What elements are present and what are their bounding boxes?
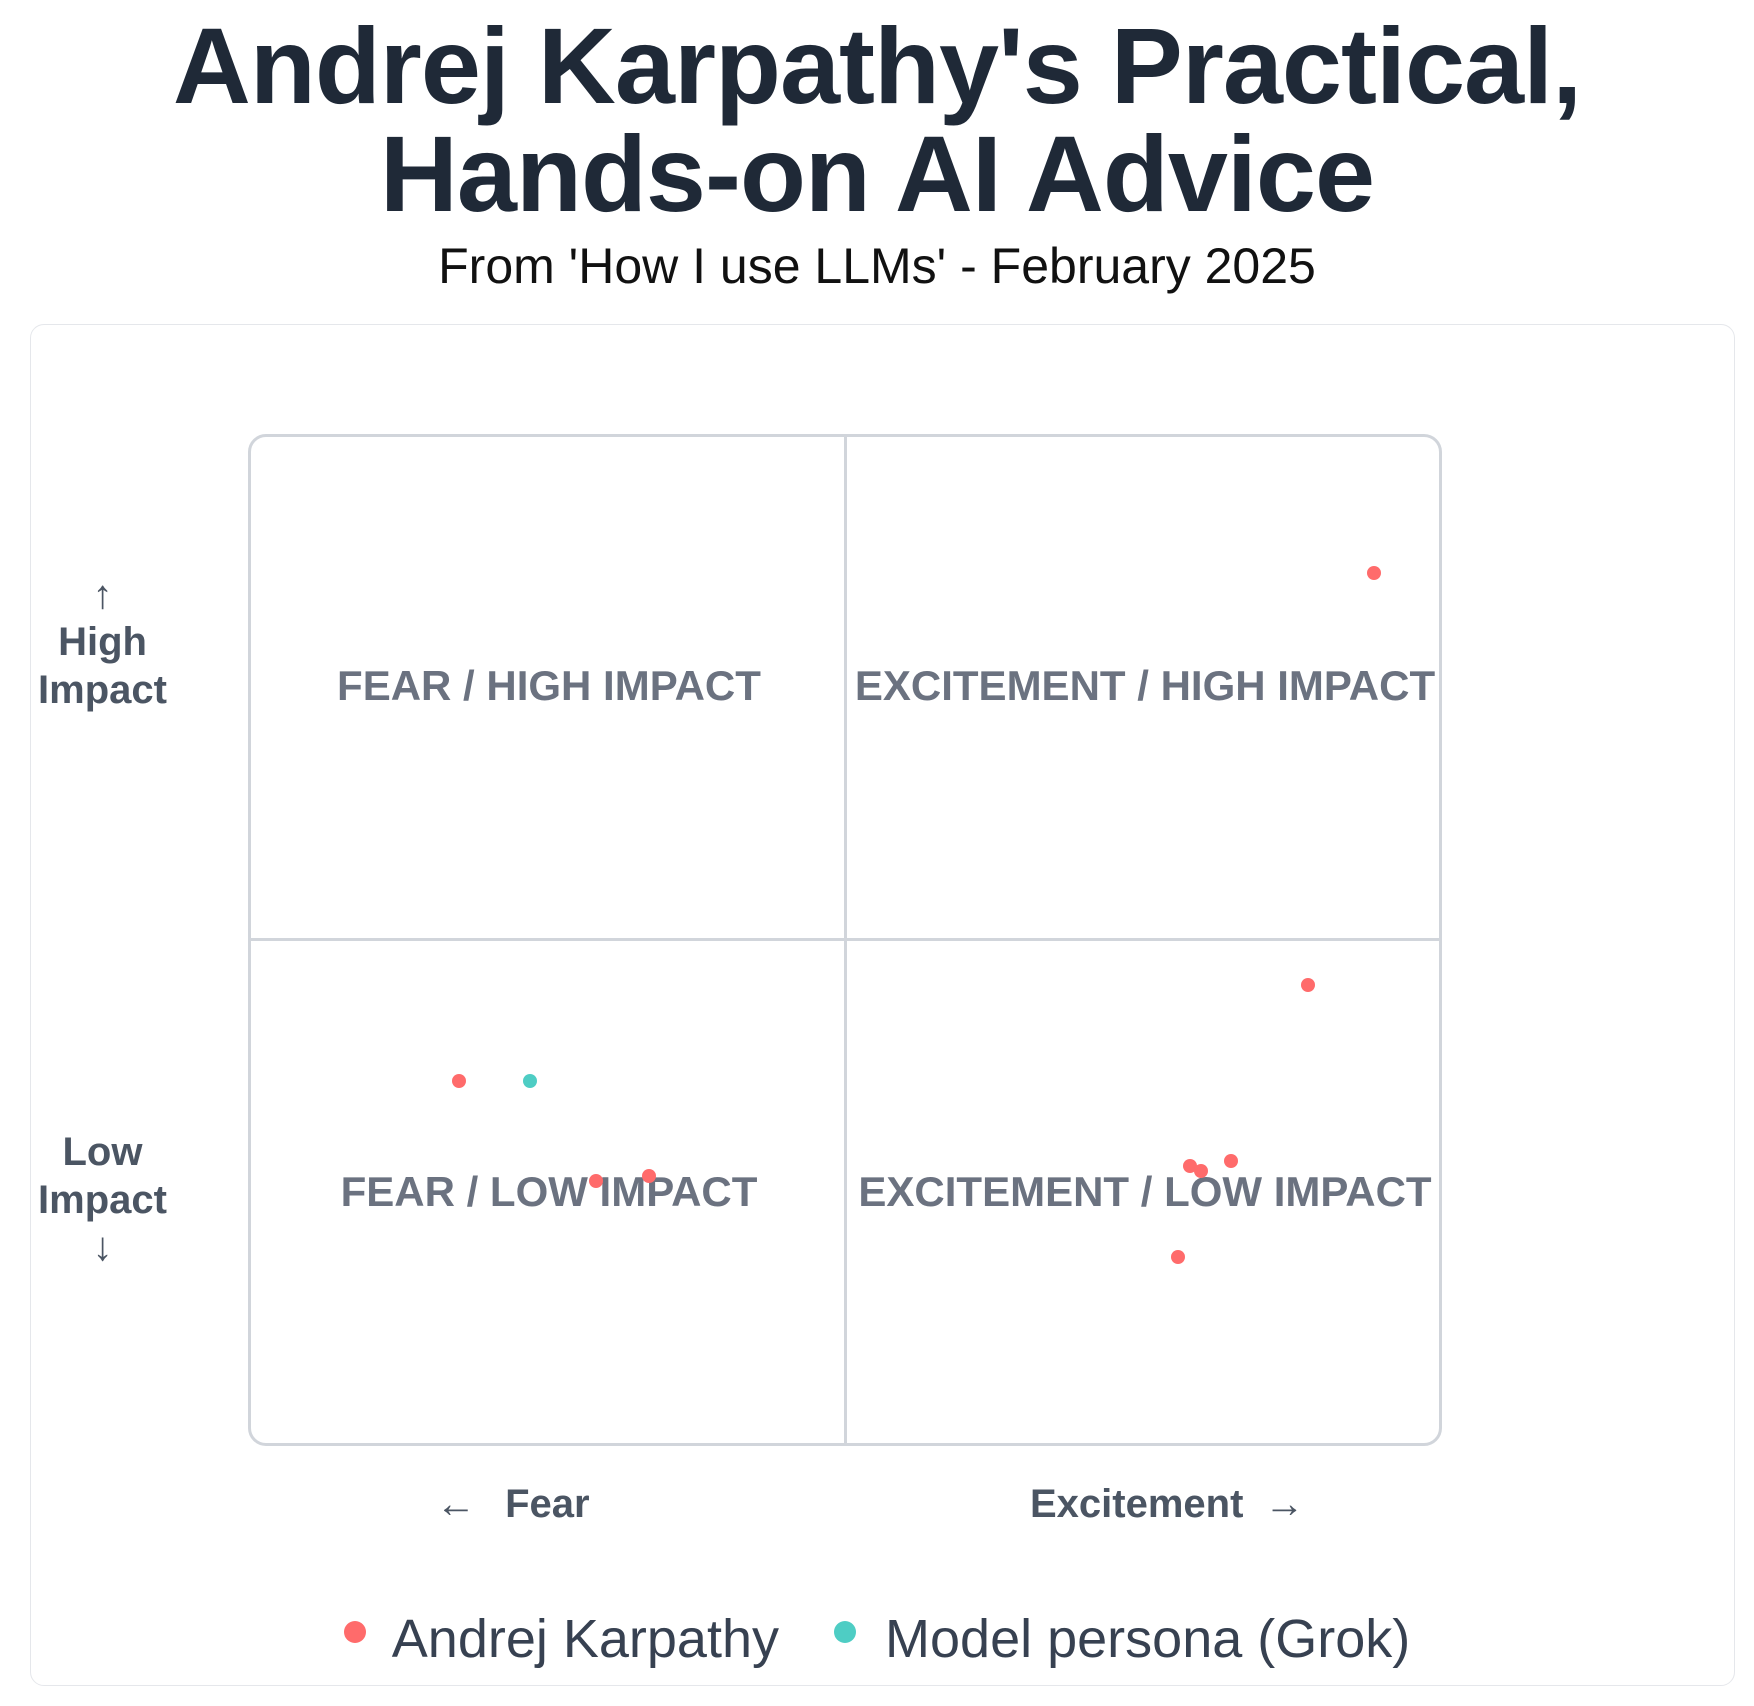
y-axis-label-high-text: High Impact [38, 620, 167, 712]
quadrant-label-excitement-low: EXCITEMENT / LOW IMPACT [858, 1168, 1432, 1215]
chart-title: Andrej Karpathy's Practical, Hands-on AI… [0, 12, 1754, 228]
y-axis-label-low: Low Impact ↓ [30, 1128, 175, 1270]
quadrant-label-fear-high: FEAR / HIGH IMPACT [337, 662, 761, 709]
chart-title-line-2: Hands-on AI Advice [379, 113, 1375, 234]
y-axis-label-high: ↑ High Impact [30, 572, 175, 714]
quadrant-label-excitement-high: EXCITEMENT / HIGH IMPACT [854, 662, 1436, 709]
y-axis-label-low-text: Low Impact [38, 1130, 167, 1222]
data-point-karpathy-1[interactable] [1366, 565, 1381, 580]
arrow-up-icon: ↑ [92, 573, 113, 617]
legend-label-grok: Model persona (Grok) [885, 1609, 1411, 1669]
data-point-karpathy-4[interactable] [588, 1174, 603, 1189]
chart-card [30, 324, 1735, 1686]
data-point-karpathy-6[interactable] [1182, 1159, 1197, 1174]
data-point-karpathy-8[interactable] [1224, 1154, 1239, 1169]
arrow-left-icon: ← [436, 1482, 476, 1526]
data-point-karpathy-3[interactable] [451, 1073, 466, 1088]
x-axis-label-excitement-text: Excitement [1030, 1482, 1244, 1526]
x-axis-label-fear-text: Fear [505, 1482, 590, 1526]
quadrant-label-fear-low: FEAR / LOW IMPACT [340, 1168, 758, 1215]
x-axis-label-fear: ← Fear [436, 1480, 590, 1528]
chart-title-line-1: Andrej Karpathy's Practical, [172, 5, 1582, 126]
legend-label-karpathy: Andrej Karpathy [391, 1609, 779, 1669]
quadrant-plot-area: FEAR / HIGH IMPACT EXCITEMENT / HIGH IMP… [248, 434, 1442, 1446]
legend-item-karpathy[interactable]: Andrej Karpathy [343, 1606, 779, 1672]
data-point-karpathy-7[interactable] [1194, 1164, 1209, 1179]
legend: Andrej Karpathy Model persona (Grok) [0, 1606, 1754, 1672]
arrow-right-icon: → [1264, 1482, 1305, 1526]
horizontal-divider [251, 938, 1439, 941]
data-point-karpathy-9[interactable] [1170, 1249, 1185, 1264]
x-axis-label-excitement: Excitement → [1030, 1480, 1305, 1528]
data-point-grok-1[interactable] [523, 1073, 538, 1088]
chart-subtitle: From 'How I use LLMs' - February 2025 [438, 238, 1316, 294]
legend-item-grok[interactable]: Model persona (Grok) [834, 1606, 1410, 1672]
data-point-karpathy-5[interactable] [641, 1169, 656, 1184]
arrow-down-icon: ↓ [92, 1225, 113, 1269]
data-point-karpathy-2[interactable] [1301, 978, 1316, 993]
legend-swatch-karpathy [343, 1621, 366, 1643]
legend-swatch-grok [834, 1621, 857, 1643]
